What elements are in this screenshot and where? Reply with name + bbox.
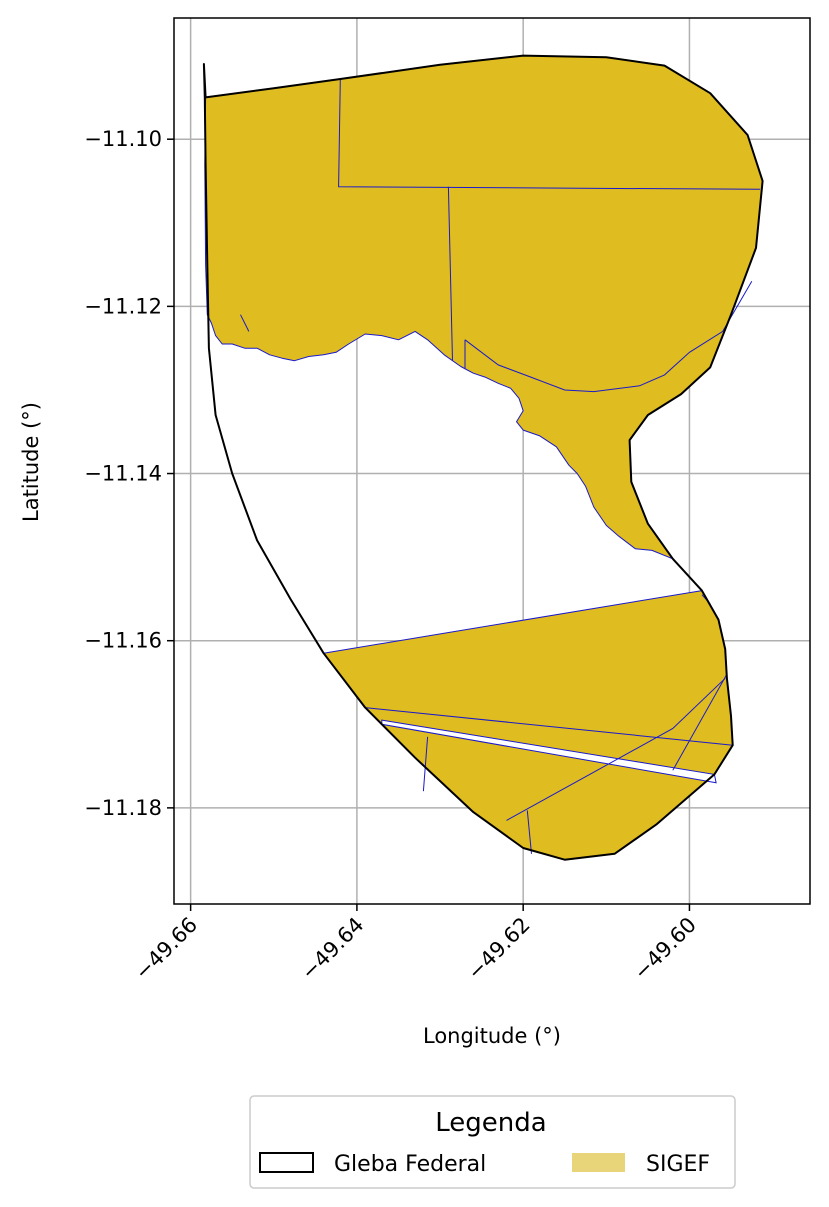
map-layers — [202, 54, 764, 861]
y-axis-title: Latitude (°) — [19, 402, 43, 522]
x-tick-label: −49.60 — [629, 913, 701, 985]
sigef-parcel-boundary — [464, 281, 753, 393]
sigef-parcel-boundary — [672, 673, 728, 771]
plot-frame — [173, 17, 811, 905]
legend: Legenda Gleba Federal SIGEF — [249, 1095, 736, 1189]
sigef-parcel-boundary — [365, 707, 733, 746]
sigef-parcel-boundary — [240, 314, 250, 332]
x-tick-label: −49.66 — [130, 913, 202, 985]
y-tick-label: −11.10 — [84, 127, 162, 151]
sigef-parcel-boundary — [506, 677, 726, 821]
x-tick-label: −49.62 — [463, 913, 535, 985]
sigef-parcel-boundary — [422, 736, 429, 792]
sigef-parcel-boundary — [338, 78, 761, 190]
legend-label-sigef: SIGEF — [646, 1152, 710, 1177]
y-tick-label: −11.16 — [84, 629, 162, 653]
legend-swatch-sigef — [572, 1153, 625, 1172]
legend-swatch-gleba-federal — [259, 1152, 314, 1173]
gleba-federal-boundary — [202, 54, 764, 861]
sigef-parcel-boundary — [526, 810, 532, 854]
y-tick-label: −11.18 — [84, 796, 162, 820]
legend-label-gleba-federal: Gleba Federal — [334, 1152, 486, 1177]
y-tick-label: −11.12 — [84, 294, 162, 318]
x-tick-label: −49.64 — [297, 913, 369, 985]
y-tick-label: −11.14 — [84, 462, 162, 486]
legend-title: Legenda — [435, 1108, 546, 1138]
x-axis-title: Longitude (°) — [423, 1024, 561, 1048]
sigef-parcel-boundary — [447, 186, 453, 361]
